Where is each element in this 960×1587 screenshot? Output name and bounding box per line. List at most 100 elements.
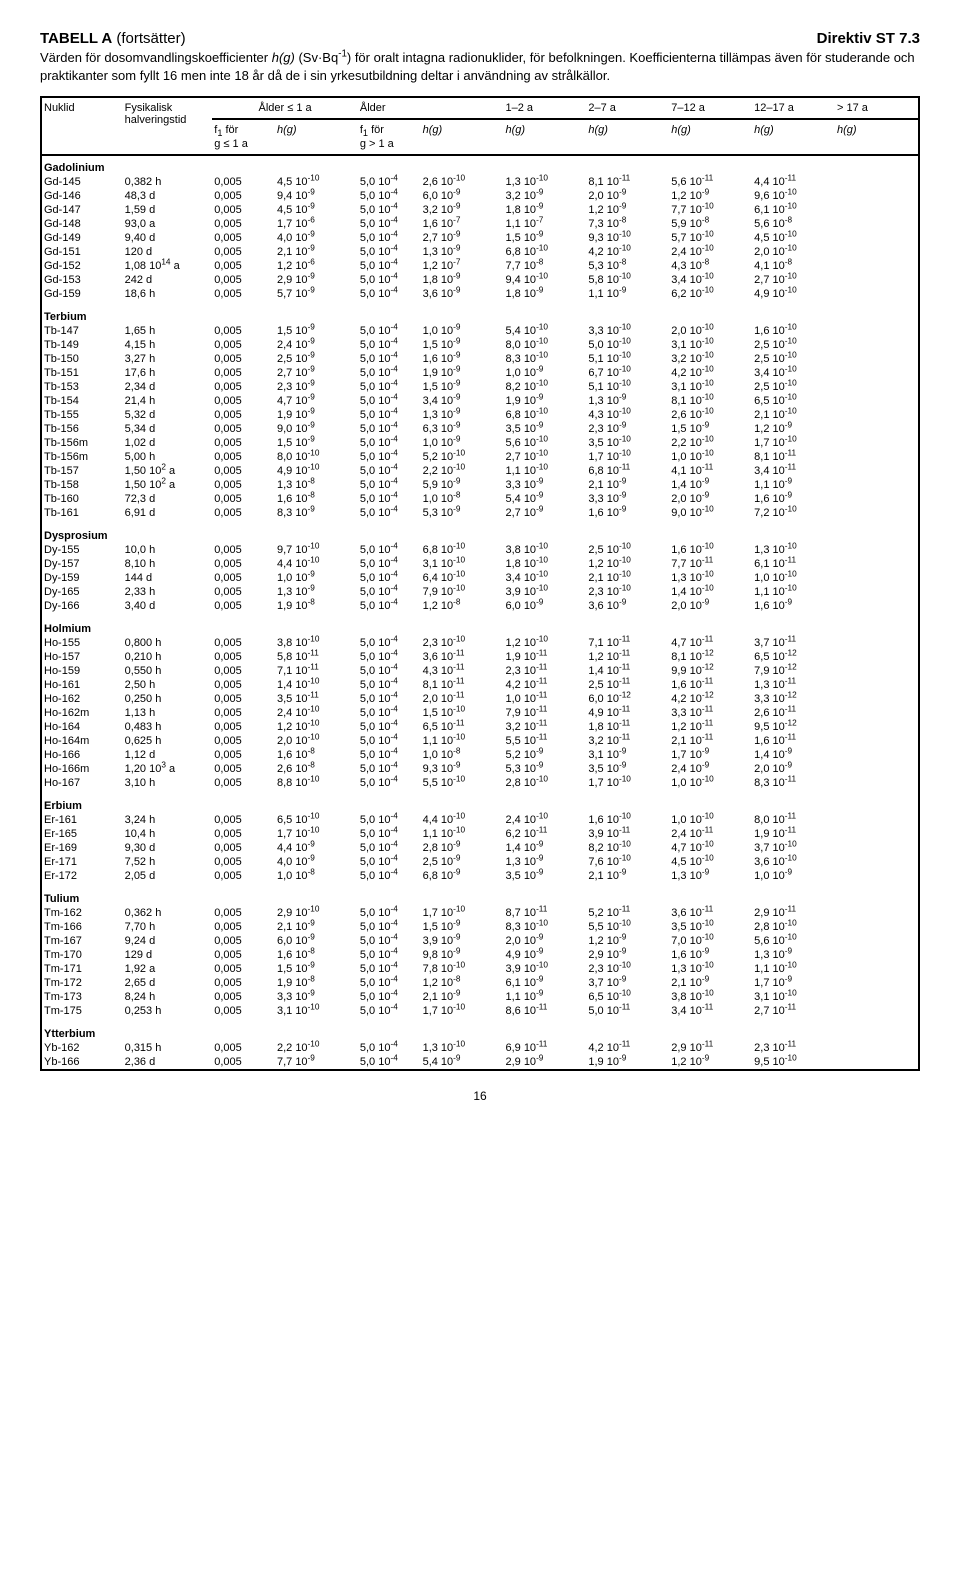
table-cell: 1,1 10-7 [503, 217, 586, 231]
table-cell: Gd-151 [42, 245, 123, 259]
table-cell: Tm-167 [42, 934, 123, 948]
table-cell: 4,4 10-9 [275, 841, 358, 855]
table-cell: 8,10 h [123, 557, 213, 571]
table-cell: 1,7 10-9 [669, 748, 752, 762]
table-cell: 2,0 10-10 [752, 245, 835, 259]
table-cell: Ho-166m [42, 762, 123, 776]
table-cell: 5,0 10-4 [358, 776, 421, 790]
table-cell: 1,2 10-8 [421, 976, 504, 990]
table-cell: 0,005 [212, 273, 275, 287]
table-cell: 2,33 h [123, 585, 213, 599]
table-cell: 5,8 10-10 [586, 273, 669, 287]
table-cell: 0,005 [212, 436, 275, 450]
table-cell: 1,1 10-9 [752, 478, 835, 492]
table-cell: Tm-170 [42, 948, 123, 962]
group-name: Dysprosium [42, 520, 918, 543]
table-cell: 0,005 [212, 948, 275, 962]
table-cell: 3,6 10-10 [752, 855, 835, 869]
table-cell: 5,6 10-10 [752, 934, 835, 948]
table-cell: 7,8 10-10 [421, 962, 504, 976]
table-cell: 0,625 h [123, 734, 213, 748]
table-cell: 2,34 d [123, 380, 213, 394]
table-cell: 1,1 10-9 [586, 287, 669, 301]
table-cell: 2,3 10-10 [586, 585, 669, 599]
table-cell: 2,1 10-11 [669, 734, 752, 748]
table-cell: Ho-161 [42, 678, 123, 692]
table-cell: 0,005 [212, 464, 275, 478]
table-cell: 0,005 [212, 245, 275, 259]
table-cell: 3,40 d [123, 599, 213, 613]
table-cell: 5,0 10-4 [358, 287, 421, 301]
table-cell: 0,005 [212, 827, 275, 841]
table-cell: 1,65 h [123, 324, 213, 338]
table-cell: 1,3 10-9 [275, 585, 358, 599]
table-cell: 1,20 103 a [123, 762, 213, 776]
table-cell: 0,005 [212, 962, 275, 976]
table-cell: 5,6 10-11 [669, 175, 752, 189]
table-cell: Er-161 [42, 813, 123, 827]
table-cell: 2,5 10-9 [421, 855, 504, 869]
table-cell: 1,7 10-10 [586, 776, 669, 790]
table-cell: 0,005 [212, 599, 275, 613]
table-row: Yb-1662,36 d0,0057,7 10-95,0 10-45,4 10-… [42, 1055, 918, 1069]
group-name: Ytterbium [42, 1018, 918, 1041]
table-cell: 0,005 [212, 650, 275, 664]
table-cell: 1,7 10-10 [421, 906, 504, 920]
table-cell: 5,7 10-9 [275, 287, 358, 301]
table-body: GadoliniumGd-1450,382 h0,0054,5 10-105,0… [42, 155, 918, 1069]
table-row: Gd-15918,6 h0,0055,7 10-95,0 10-43,6 10-… [42, 287, 918, 301]
table-cell: 1,9 10-9 [275, 408, 358, 422]
table-cell: Gd-153 [42, 273, 123, 287]
table-cell: Ho-162 [42, 692, 123, 706]
group-name: Erbium [42, 790, 918, 813]
table-cell: 1,6 10-11 [752, 734, 835, 748]
table-cell: 21,4 h [123, 394, 213, 408]
table-cell: 0,005 [212, 706, 275, 720]
table-cell: Tb-147 [42, 324, 123, 338]
table-cell: 0,005 [212, 543, 275, 557]
table-cell: 18,6 h [123, 287, 213, 301]
table-cell: 1,08 1014 a [123, 259, 213, 273]
table-cell: Er-169 [42, 841, 123, 855]
table-cell: 0,005 [212, 571, 275, 585]
table-cell: 6,2 10-11 [503, 827, 586, 841]
table-row: Ho-1673,10 h0,0058,8 10-105,0 10-45,5 10… [42, 776, 918, 790]
table-cell: Gd-146 [42, 189, 123, 203]
table-cell: 0,005 [212, 366, 275, 380]
table-cell: 0,005 [212, 492, 275, 506]
table-cell: 0,483 h [123, 720, 213, 734]
table-cell: 6,9 10-11 [503, 1041, 586, 1055]
table-cell: 5,3 10-9 [421, 506, 504, 520]
table-cell: 1,2 10-7 [421, 259, 504, 273]
table-cell: 6,1 10-9 [503, 976, 586, 990]
table-cell: 4,4 10-10 [275, 557, 358, 571]
table-cell: 1,8 10-9 [421, 273, 504, 287]
table-cell: 1,4 10-10 [669, 585, 752, 599]
table-cell: Dy-159 [42, 571, 123, 585]
table-cell: 3,9 10-10 [503, 585, 586, 599]
table-cell: 0,005 [212, 976, 275, 990]
table-cell: 1,7 10-10 [275, 827, 358, 841]
table-cell: 4,9 10-10 [275, 464, 358, 478]
table-cell: Gd-149 [42, 231, 123, 245]
table-cell: 4,15 h [123, 338, 213, 352]
table-cell: Ho-164 [42, 720, 123, 734]
table-cell: Yb-166 [42, 1055, 123, 1069]
table-cell: 6,91 d [123, 506, 213, 520]
table-cell: 72,3 d [123, 492, 213, 506]
table-cell: 4,1 10-11 [669, 464, 752, 478]
table-cell: 1,3 10-10 [669, 962, 752, 976]
table-cell: 1,0 10-9 [752, 869, 835, 883]
table-cell: Ho-157 [42, 650, 123, 664]
table-cell: 8,1 10-11 [586, 175, 669, 189]
table-cell: 1,9 10-8 [275, 976, 358, 990]
table-cell: 1,3 10-10 [421, 1041, 504, 1055]
table-cell: 0,005 [212, 1055, 275, 1069]
table-cell: 5,0 10-4 [358, 599, 421, 613]
table-cell: Tb-149 [42, 338, 123, 352]
table-cell: 9,4 10-9 [275, 189, 358, 203]
table-cell: Tb-157 [42, 464, 123, 478]
table-cell: 4,2 10-11 [586, 1041, 669, 1055]
table-cell: 7,0 10-10 [669, 934, 752, 948]
table-cell: 0,005 [212, 287, 275, 301]
